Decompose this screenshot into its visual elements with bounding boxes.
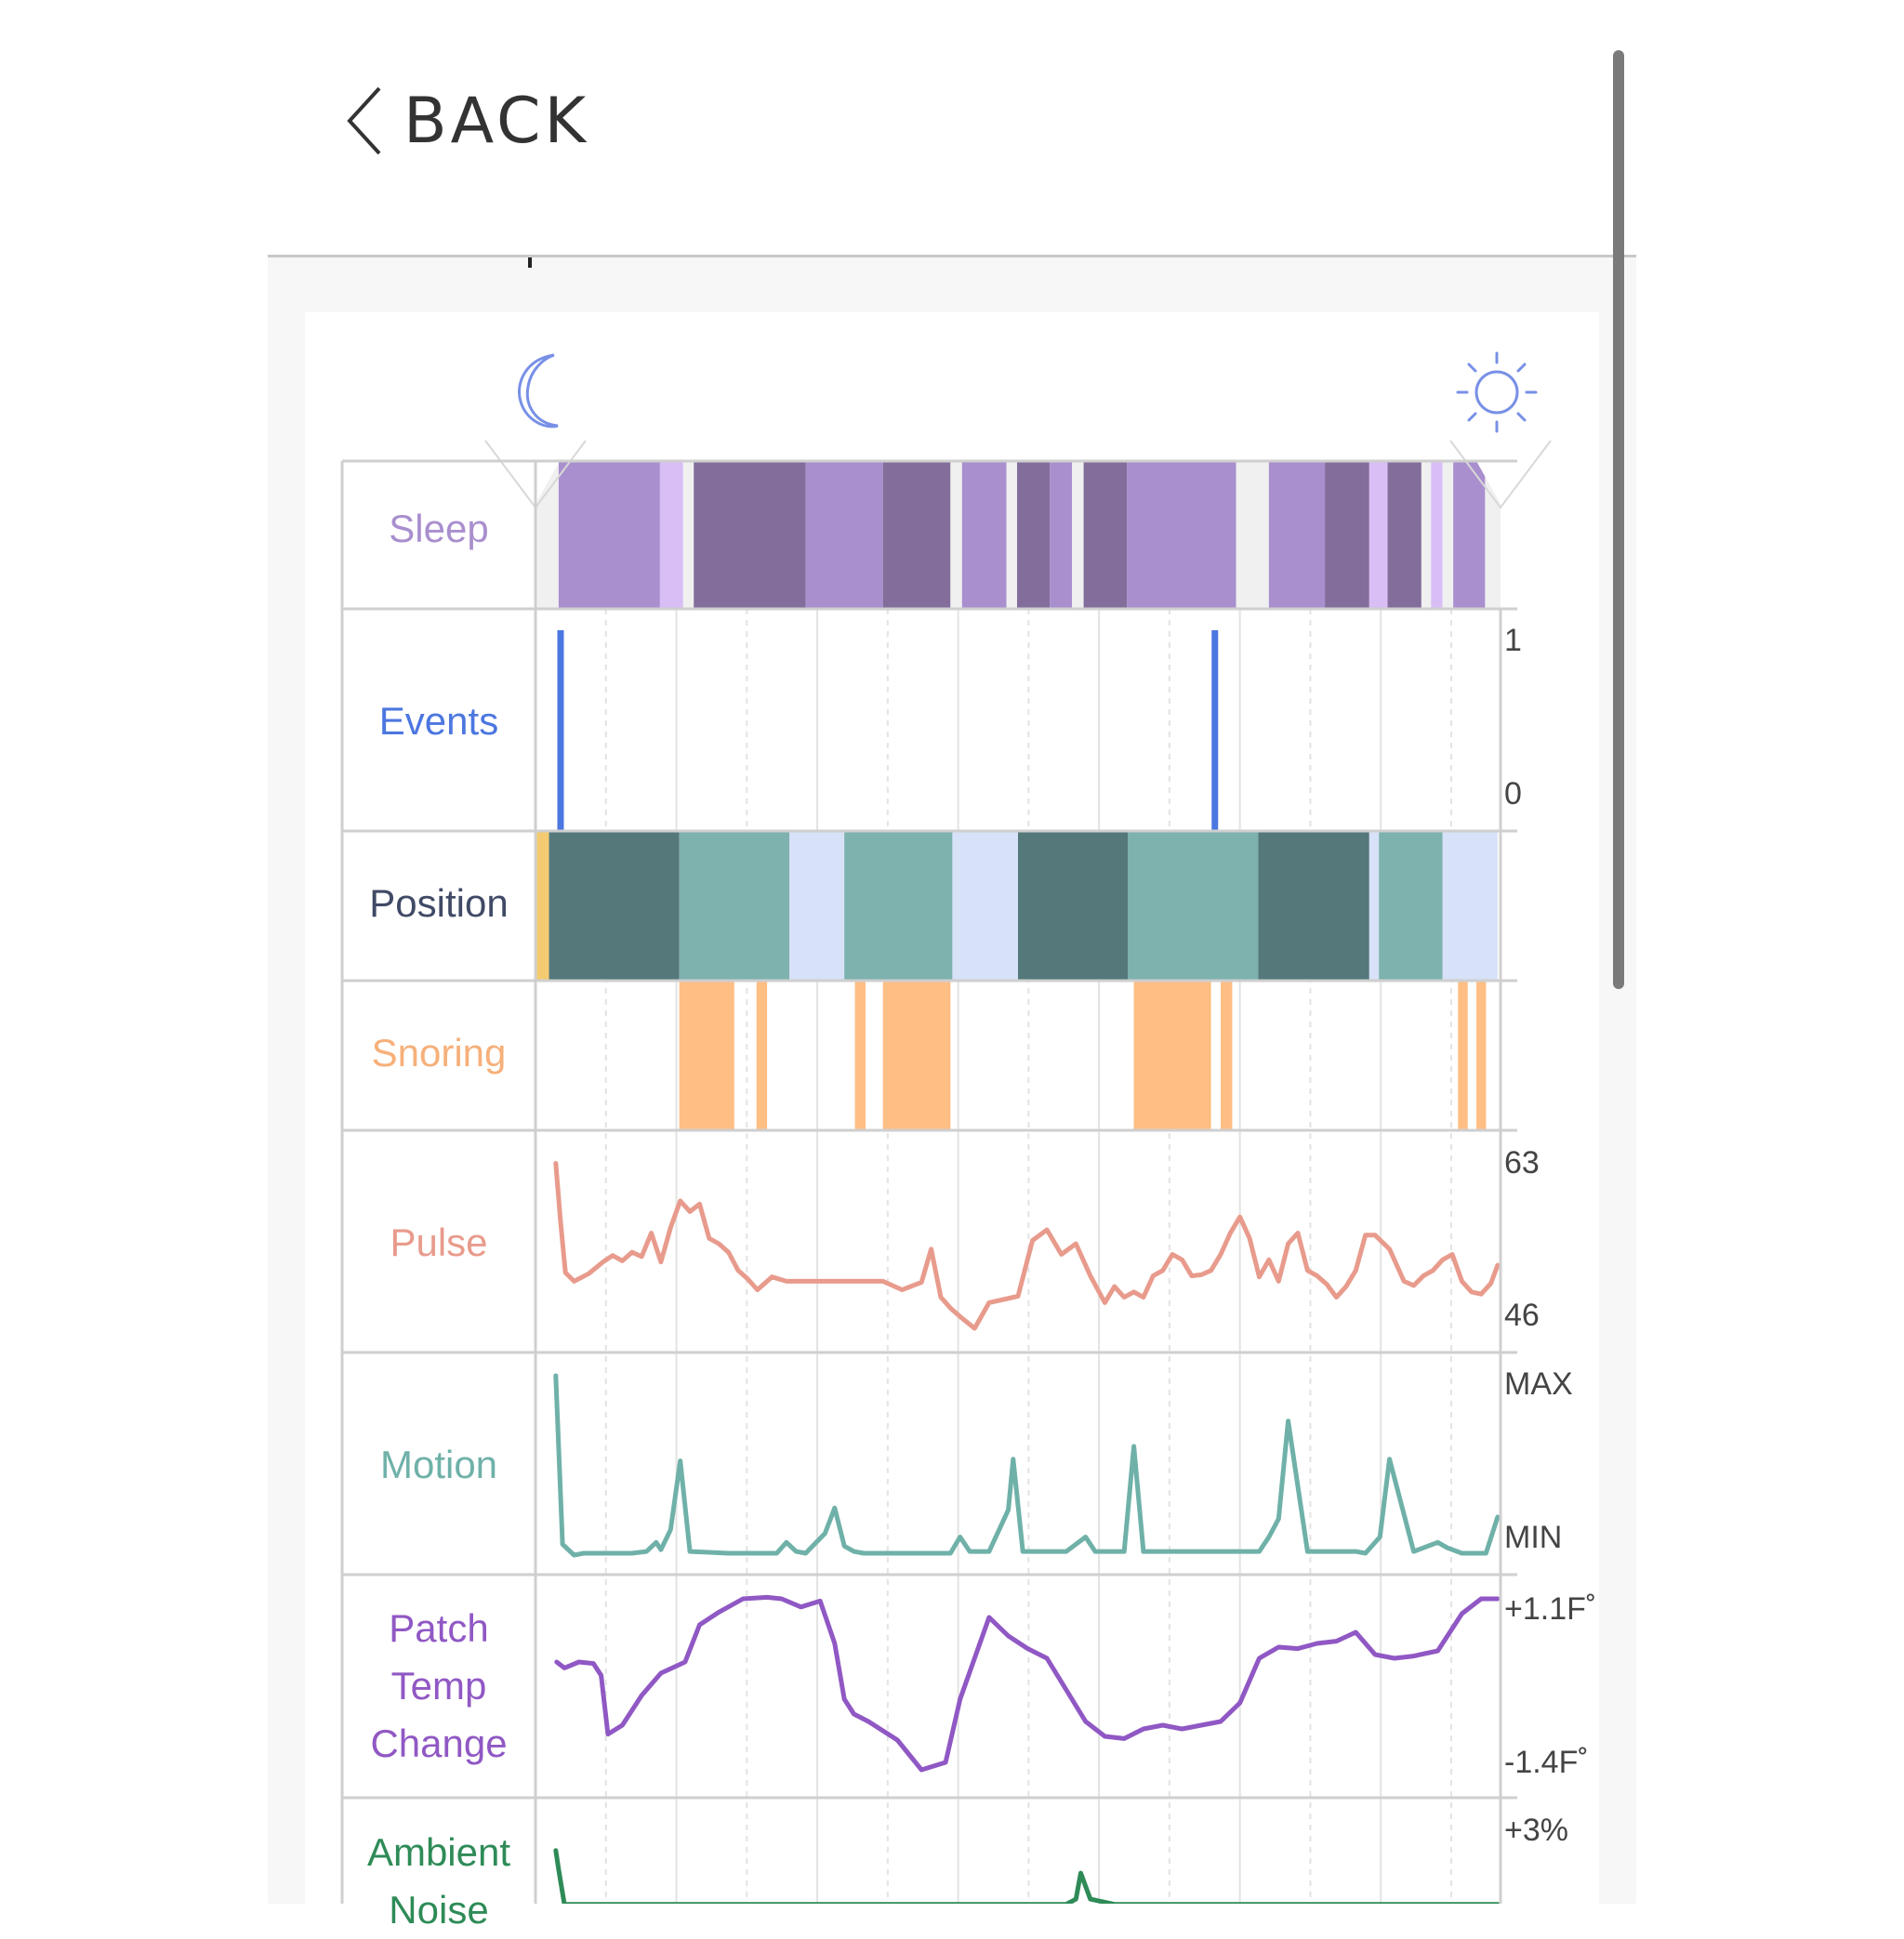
sleep-segment (1268, 461, 1326, 609)
sleep-segment (1431, 461, 1443, 609)
sleep-segment (805, 461, 883, 609)
patch-temp-line (554, 1594, 1501, 1773)
position-segment (788, 831, 845, 981)
scrollbar[interactable] (1613, 50, 1624, 989)
axis-pulse-bottom: 46 (1504, 1298, 1540, 1333)
row-label-events: Events (378, 699, 499, 743)
position-segment (1379, 831, 1443, 981)
moon-icon (518, 353, 559, 429)
sleep-segment (961, 461, 1007, 609)
snoring-segment (1476, 981, 1487, 1130)
snoring-segment (1133, 981, 1211, 1130)
sleep-segment (558, 461, 660, 609)
pulse-line (553, 1161, 1501, 1331)
start-marker-mask (536, 461, 560, 504)
sleep-segment (1485, 461, 1501, 609)
sleep-segment (1325, 461, 1369, 609)
position-segment (952, 831, 1018, 981)
sleep-segment (682, 461, 694, 609)
end-marker-mask (1476, 461, 1501, 504)
sleep-segment (1368, 461, 1388, 609)
motion-line (553, 1373, 1501, 1558)
row-label-motion: Motion (379, 1443, 498, 1486)
row-label-sleep: Sleep (389, 507, 489, 550)
sleep-segment (1421, 461, 1432, 609)
axis-motion-bottom: MIN (1504, 1520, 1563, 1555)
snoring-segment (882, 981, 951, 1130)
chevron-left-icon (347, 86, 381, 155)
sleep-segment (1387, 461, 1421, 609)
back-button[interactable]: BACK (344, 82, 589, 160)
snoring-segment (1220, 981, 1233, 1130)
position-segment (1442, 831, 1498, 981)
row-label-patch-temp: Patch Temp Change (370, 1606, 508, 1765)
sleep-segment (1072, 461, 1084, 609)
position-segment (679, 831, 789, 981)
sleep-segment (1442, 461, 1454, 609)
axis-temp-top: +1.1F˚ (1504, 1591, 1597, 1627)
position-segment (1018, 831, 1129, 981)
position-segment (1128, 831, 1259, 981)
row-label-position: Position (369, 881, 509, 925)
axis-events-top: 1 (1504, 623, 1522, 658)
end-marker (1449, 440, 1552, 509)
row-label-snoring: Snoring (371, 1031, 507, 1075)
tab-indicator-tick (528, 257, 532, 268)
position-segment (1258, 831, 1369, 981)
snoring-segment (1458, 981, 1468, 1130)
sleep-segment (1006, 461, 1017, 609)
axis-temp-bottom: -1.4F˚ (1504, 1745, 1589, 1780)
sleep-segment (1236, 461, 1269, 609)
sleep-segment (1050, 461, 1073, 609)
axis-events-bottom: 0 (1504, 776, 1522, 811)
sleep-segment (950, 461, 962, 609)
snoring-segment (854, 981, 866, 1130)
sleep-segment (659, 461, 683, 609)
ambient-noise-line (553, 1848, 1501, 1904)
row-label-ambient-noise: Ambient Noise (366, 1830, 511, 1932)
sleep-segment (1083, 461, 1128, 609)
sleep-segment (882, 461, 951, 609)
back-label: BACK (403, 84, 590, 158)
row-label-pulse: Pulse (390, 1220, 488, 1264)
axis-pulse-top: 63 (1504, 1145, 1540, 1181)
position-segment (549, 831, 680, 981)
position-segment (536, 831, 549, 981)
header-divider (268, 255, 1636, 257)
sleep-segment (1127, 461, 1236, 609)
sleep-segment (694, 461, 806, 609)
sleep-segment (1453, 461, 1486, 609)
position-segment (1368, 831, 1380, 981)
sun-icon (1456, 351, 1538, 433)
sleep-segment (1016, 461, 1051, 609)
axis-noise-top: +3% (1504, 1813, 1568, 1848)
snoring-segment (756, 981, 768, 1130)
axis-motion-top: MAX (1504, 1366, 1573, 1402)
position-segment (844, 831, 953, 981)
snoring-segment (679, 981, 734, 1130)
